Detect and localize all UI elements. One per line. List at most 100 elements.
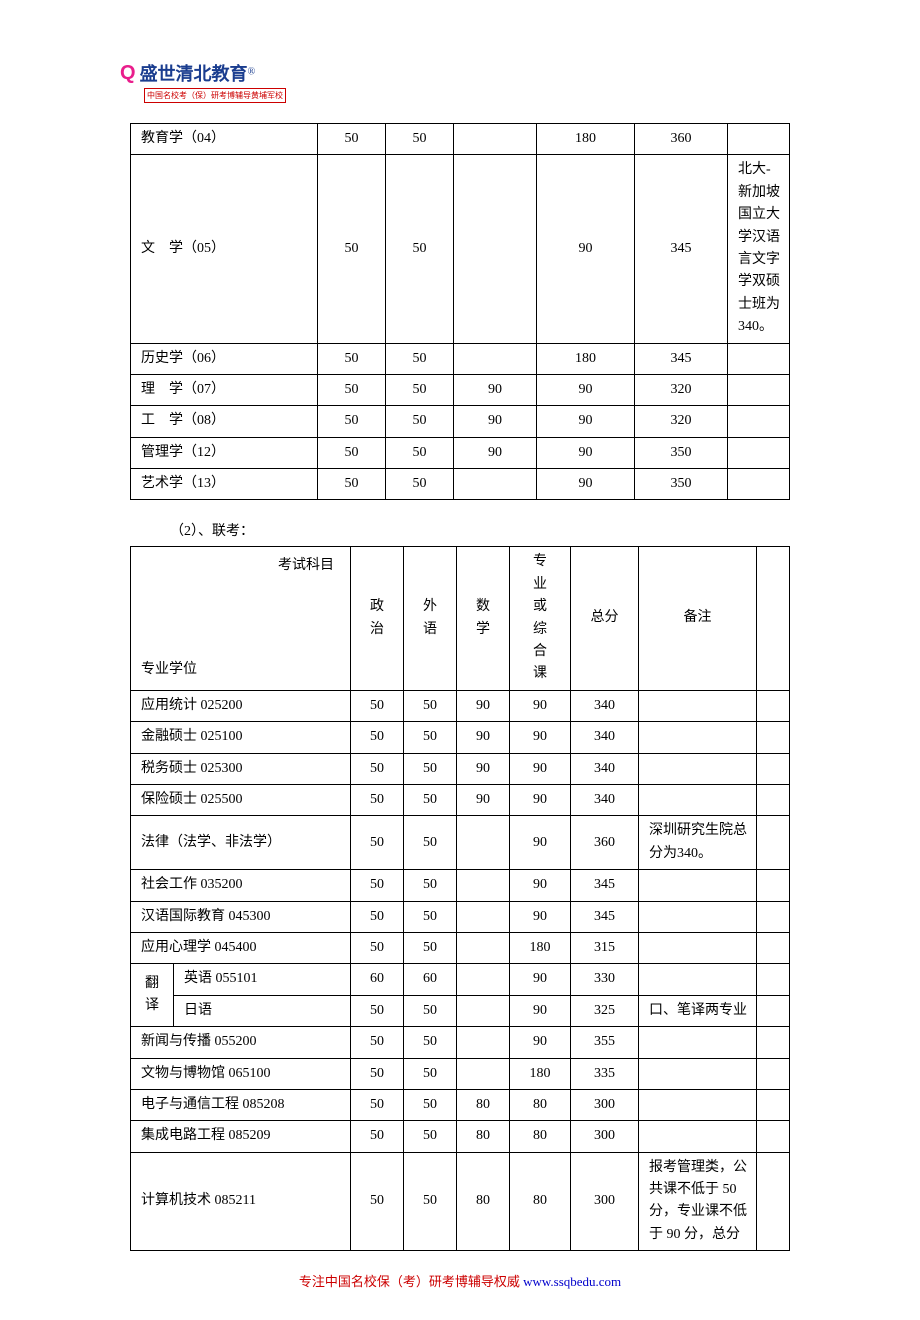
cell-comprehensive: 90: [510, 964, 571, 995]
cell-note: [728, 343, 790, 374]
cell-total: 345: [635, 343, 728, 374]
cell-extra: [757, 1152, 790, 1251]
header-foreign-lang: 外语: [404, 547, 457, 690]
cell-politics: 50: [318, 155, 386, 343]
table-row: 社会工作 035200505090345: [131, 870, 790, 901]
cell-note: [639, 1058, 757, 1089]
cell-politics: 50: [351, 932, 404, 963]
cell-foreign-lang: 50: [404, 690, 457, 721]
cell-note: [639, 722, 757, 753]
cell-politics: 50: [351, 901, 404, 932]
table-row: 艺术学（13）505090350: [131, 469, 790, 500]
cell-total: 315: [571, 932, 639, 963]
cell-politics: 50: [351, 784, 404, 815]
cell-math: 90: [457, 753, 510, 784]
logo-subtitle: 中国名校考（保）研考博辅导黄埔军校: [144, 88, 286, 103]
cell-comprehensive: 90: [510, 753, 571, 784]
table-row: 电子与通信工程 08520850508080300: [131, 1089, 790, 1120]
cell-note: [639, 753, 757, 784]
table-row: 集成电路工程 08520950508080300: [131, 1121, 790, 1152]
cell-total: 340: [571, 753, 639, 784]
cell-total: 325: [571, 995, 639, 1026]
cell-name: 电子与通信工程 085208: [131, 1089, 351, 1120]
cell-foreign-lang: 50: [386, 469, 454, 500]
cell-name: 汉语国际教育 045300: [131, 901, 351, 932]
cell-math: 80: [457, 1089, 510, 1120]
table-row: 日语505090325口、笔译两专业: [131, 995, 790, 1026]
cell-politics: 50: [318, 374, 386, 405]
cell-comprehensive: 90: [537, 155, 635, 343]
cell-math: 80: [457, 1152, 510, 1251]
cell-math: [457, 964, 510, 995]
cell-politics: 60: [351, 964, 404, 995]
cell-foreign-lang: 50: [404, 1058, 457, 1089]
cell-name: 日语: [174, 995, 351, 1026]
cell-comprehensive: 180: [510, 932, 571, 963]
cell-total: 300: [571, 1121, 639, 1152]
cell-total: 340: [571, 784, 639, 815]
cell-foreign-lang: 50: [404, 932, 457, 963]
cell-math: [454, 124, 537, 155]
header-degree-label: 专业学位: [141, 659, 197, 681]
cell-note: [639, 964, 757, 995]
cell-math: [457, 901, 510, 932]
cell-extra: [757, 690, 790, 721]
page-footer: 专注中国名校保（考）研考博辅导权威 www.ssqbedu.com: [130, 1271, 790, 1290]
cell-politics: 50: [351, 753, 404, 784]
table-row: 翻译英语 055101606090330: [131, 964, 790, 995]
cell-politics: 50: [318, 124, 386, 155]
cell-extra: [757, 1058, 790, 1089]
section-2-label: （2）、联考：: [170, 520, 790, 540]
cell-foreign-lang: 50: [386, 124, 454, 155]
cell-note: [639, 1027, 757, 1058]
cell-name: 税务硕士 025300: [131, 753, 351, 784]
cell-note: 报考管理类，公共课不低于 50 分，专业课不低于 90 分，总分: [639, 1152, 757, 1251]
cell-extra: [757, 753, 790, 784]
cell-note: 深圳研究生院总分为340。: [639, 816, 757, 870]
table-row: 应用统计 02520050509090340: [131, 690, 790, 721]
table-row: 新闻与传播 055200505090355: [131, 1027, 790, 1058]
cell-math: 90: [454, 374, 537, 405]
cell-comprehensive: 80: [510, 1089, 571, 1120]
cell-math: 90: [454, 437, 537, 468]
cell-name: 法律（法学、非法学）: [131, 816, 351, 870]
cell-politics: 50: [351, 870, 404, 901]
table-row: 应用心理学 0454005050180315: [131, 932, 790, 963]
cell-total: 340: [571, 722, 639, 753]
table-row: 保险硕士 02550050509090340: [131, 784, 790, 815]
cell-math: [457, 995, 510, 1026]
logo-icon: Q: [120, 62, 136, 85]
header-total: 总分: [571, 547, 639, 690]
cell-politics: 50: [318, 406, 386, 437]
cell-foreign-lang: 60: [404, 964, 457, 995]
header-diagonal: 考试科目专业学位: [131, 547, 351, 690]
cell-extra: [757, 722, 790, 753]
cell-extra: [757, 1121, 790, 1152]
cell-foreign-lang: 50: [404, 901, 457, 932]
cell-name: 工 学（08）: [131, 406, 318, 437]
cell-comprehensive: 90: [537, 374, 635, 405]
cell-name: 文 学（05）: [131, 155, 318, 343]
table-scores-2: 考试科目专业学位政治外语数学专业或综合课总分备注应用统计 02520050509…: [130, 546, 790, 1251]
header-subject-label: 考试科目: [278, 555, 334, 577]
table-row: 工 学（08）50509090320: [131, 406, 790, 437]
table-row: 历史学（06）5050180345: [131, 343, 790, 374]
cell-foreign-lang: 50: [386, 437, 454, 468]
cell-comprehensive: 90: [537, 469, 635, 500]
table-row: 法律（法学、非法学）505090360深圳研究生院总分为340。: [131, 816, 790, 870]
cell-comprehensive: 90: [510, 816, 571, 870]
cell-note: [728, 374, 790, 405]
cell-total: 345: [635, 155, 728, 343]
cell-note: [728, 406, 790, 437]
cell-name: 英语 055101: [174, 964, 351, 995]
cell-politics: 50: [351, 1121, 404, 1152]
cell-note: [639, 932, 757, 963]
cell-comprehensive: 180: [537, 124, 635, 155]
cell-extra: [757, 816, 790, 870]
cell-foreign-lang: 50: [386, 343, 454, 374]
cell-comprehensive: 90: [510, 901, 571, 932]
cell-note: [639, 1089, 757, 1120]
cell-foreign-lang: 50: [386, 406, 454, 437]
header-extra: [757, 547, 790, 690]
cell-foreign-lang: 50: [404, 1027, 457, 1058]
